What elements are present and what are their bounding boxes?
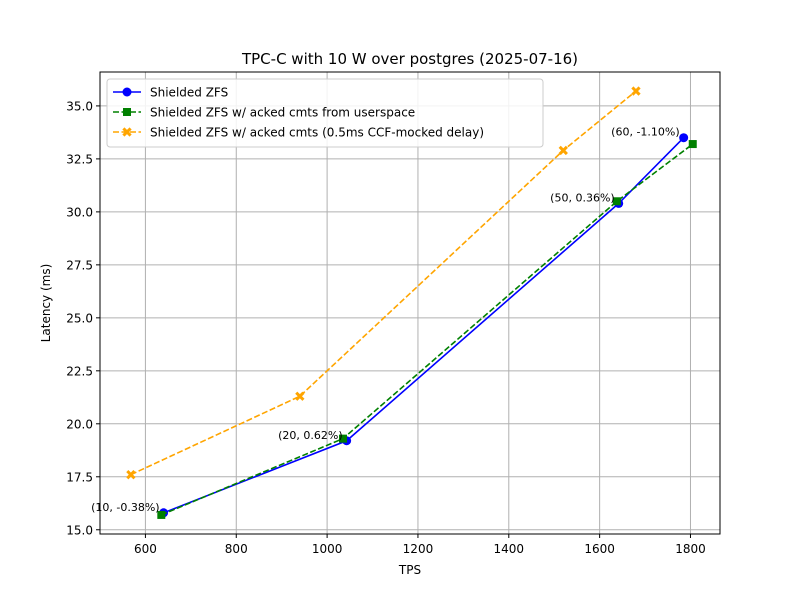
point-annotation: (60, -1.10%) — [611, 126, 680, 139]
x-tick-label: 800 — [225, 542, 248, 556]
y-tick-label: 32.5 — [66, 152, 93, 166]
legend-box — [106, 78, 544, 148]
legend-marker — [122, 127, 132, 137]
legend-label: Shielded ZFS w/ acked cmts from userspac… — [150, 106, 415, 120]
plot-frame — [99, 71, 721, 535]
point-annotation: (10, -0.38%) — [91, 501, 160, 514]
legend-marker — [122, 87, 132, 97]
legend-entry: Shielded ZFS w/ acked cmts (0.5ms CCF-mo… — [113, 126, 484, 140]
legend-label: Shielded ZFS — [150, 86, 228, 100]
data-point — [631, 86, 641, 96]
series-3 — [126, 86, 641, 480]
x-marker-stroke — [558, 145, 568, 156]
data-point — [688, 140, 697, 149]
y-tick-label: 22.5 — [66, 364, 93, 378]
annotations: (10, -0.38%) (20, 0.62%) (50, 0.36%) (60, -… — [91, 126, 680, 514]
ticks: 600 800 1000 1200 1400 1600 1800 15.0 17.5 20.0 22… — [66, 99, 705, 556]
data-point — [157, 510, 166, 519]
y-tick-label: 15.0 — [66, 523, 93, 537]
y-axis-label: Latency (ms) — [39, 264, 53, 343]
point-annotation: (50, 0.36%) — [550, 191, 615, 204]
x-tick-label: 1800 — [675, 542, 706, 556]
grid — [100, 72, 720, 534]
x-marker-stroke — [126, 469, 136, 480]
series-line — [130, 90, 637, 476]
y-tick-label: 35.0 — [66, 99, 93, 113]
x-tick-label: 1000 — [312, 542, 343, 556]
y-tick-label: 17.5 — [66, 470, 93, 484]
y-tick-label: 27.5 — [66, 258, 93, 272]
series-line — [163, 137, 685, 514]
x-marker-stroke — [122, 127, 132, 137]
legend-entry: Shielded ZFS w/ acked cmts from userspac… — [113, 106, 415, 120]
legend-marker — [123, 108, 131, 116]
data-point — [126, 469, 136, 480]
x-tick-label: 1400 — [494, 542, 525, 556]
x-tick-label: 600 — [134, 542, 157, 556]
legend-entry: Shielded ZFS — [113, 86, 228, 100]
series-layer — [126, 86, 697, 519]
series-line — [161, 143, 694, 516]
x-tick-label: 1200 — [403, 542, 434, 556]
point-annotation: (20, 0.62%) — [278, 429, 343, 442]
y-tick-label: 20.0 — [66, 417, 93, 431]
series-2 — [157, 140, 697, 519]
data-point — [612, 197, 621, 206]
y-tick-label: 30.0 — [66, 205, 93, 219]
data-point — [679, 133, 689, 143]
x-tick-label: 1600 — [584, 542, 615, 556]
legend-label: Shielded ZFS w/ acked cmts (0.5ms CCF-mo… — [150, 126, 484, 140]
x-marker-stroke — [295, 391, 305, 401]
y-tick-label: 25.0 — [66, 311, 93, 325]
x-marker-stroke — [631, 86, 641, 96]
legend: Shielded ZFS Shielded ZFS w/ acked cmts f… — [106, 78, 544, 148]
chart-title: TPC-C with 10 W over postgres (2025-07-1… — [241, 50, 578, 68]
data-point — [295, 391, 305, 401]
data-point — [339, 434, 348, 443]
data-point — [558, 145, 568, 156]
x-axis-label: TPS — [398, 563, 421, 577]
